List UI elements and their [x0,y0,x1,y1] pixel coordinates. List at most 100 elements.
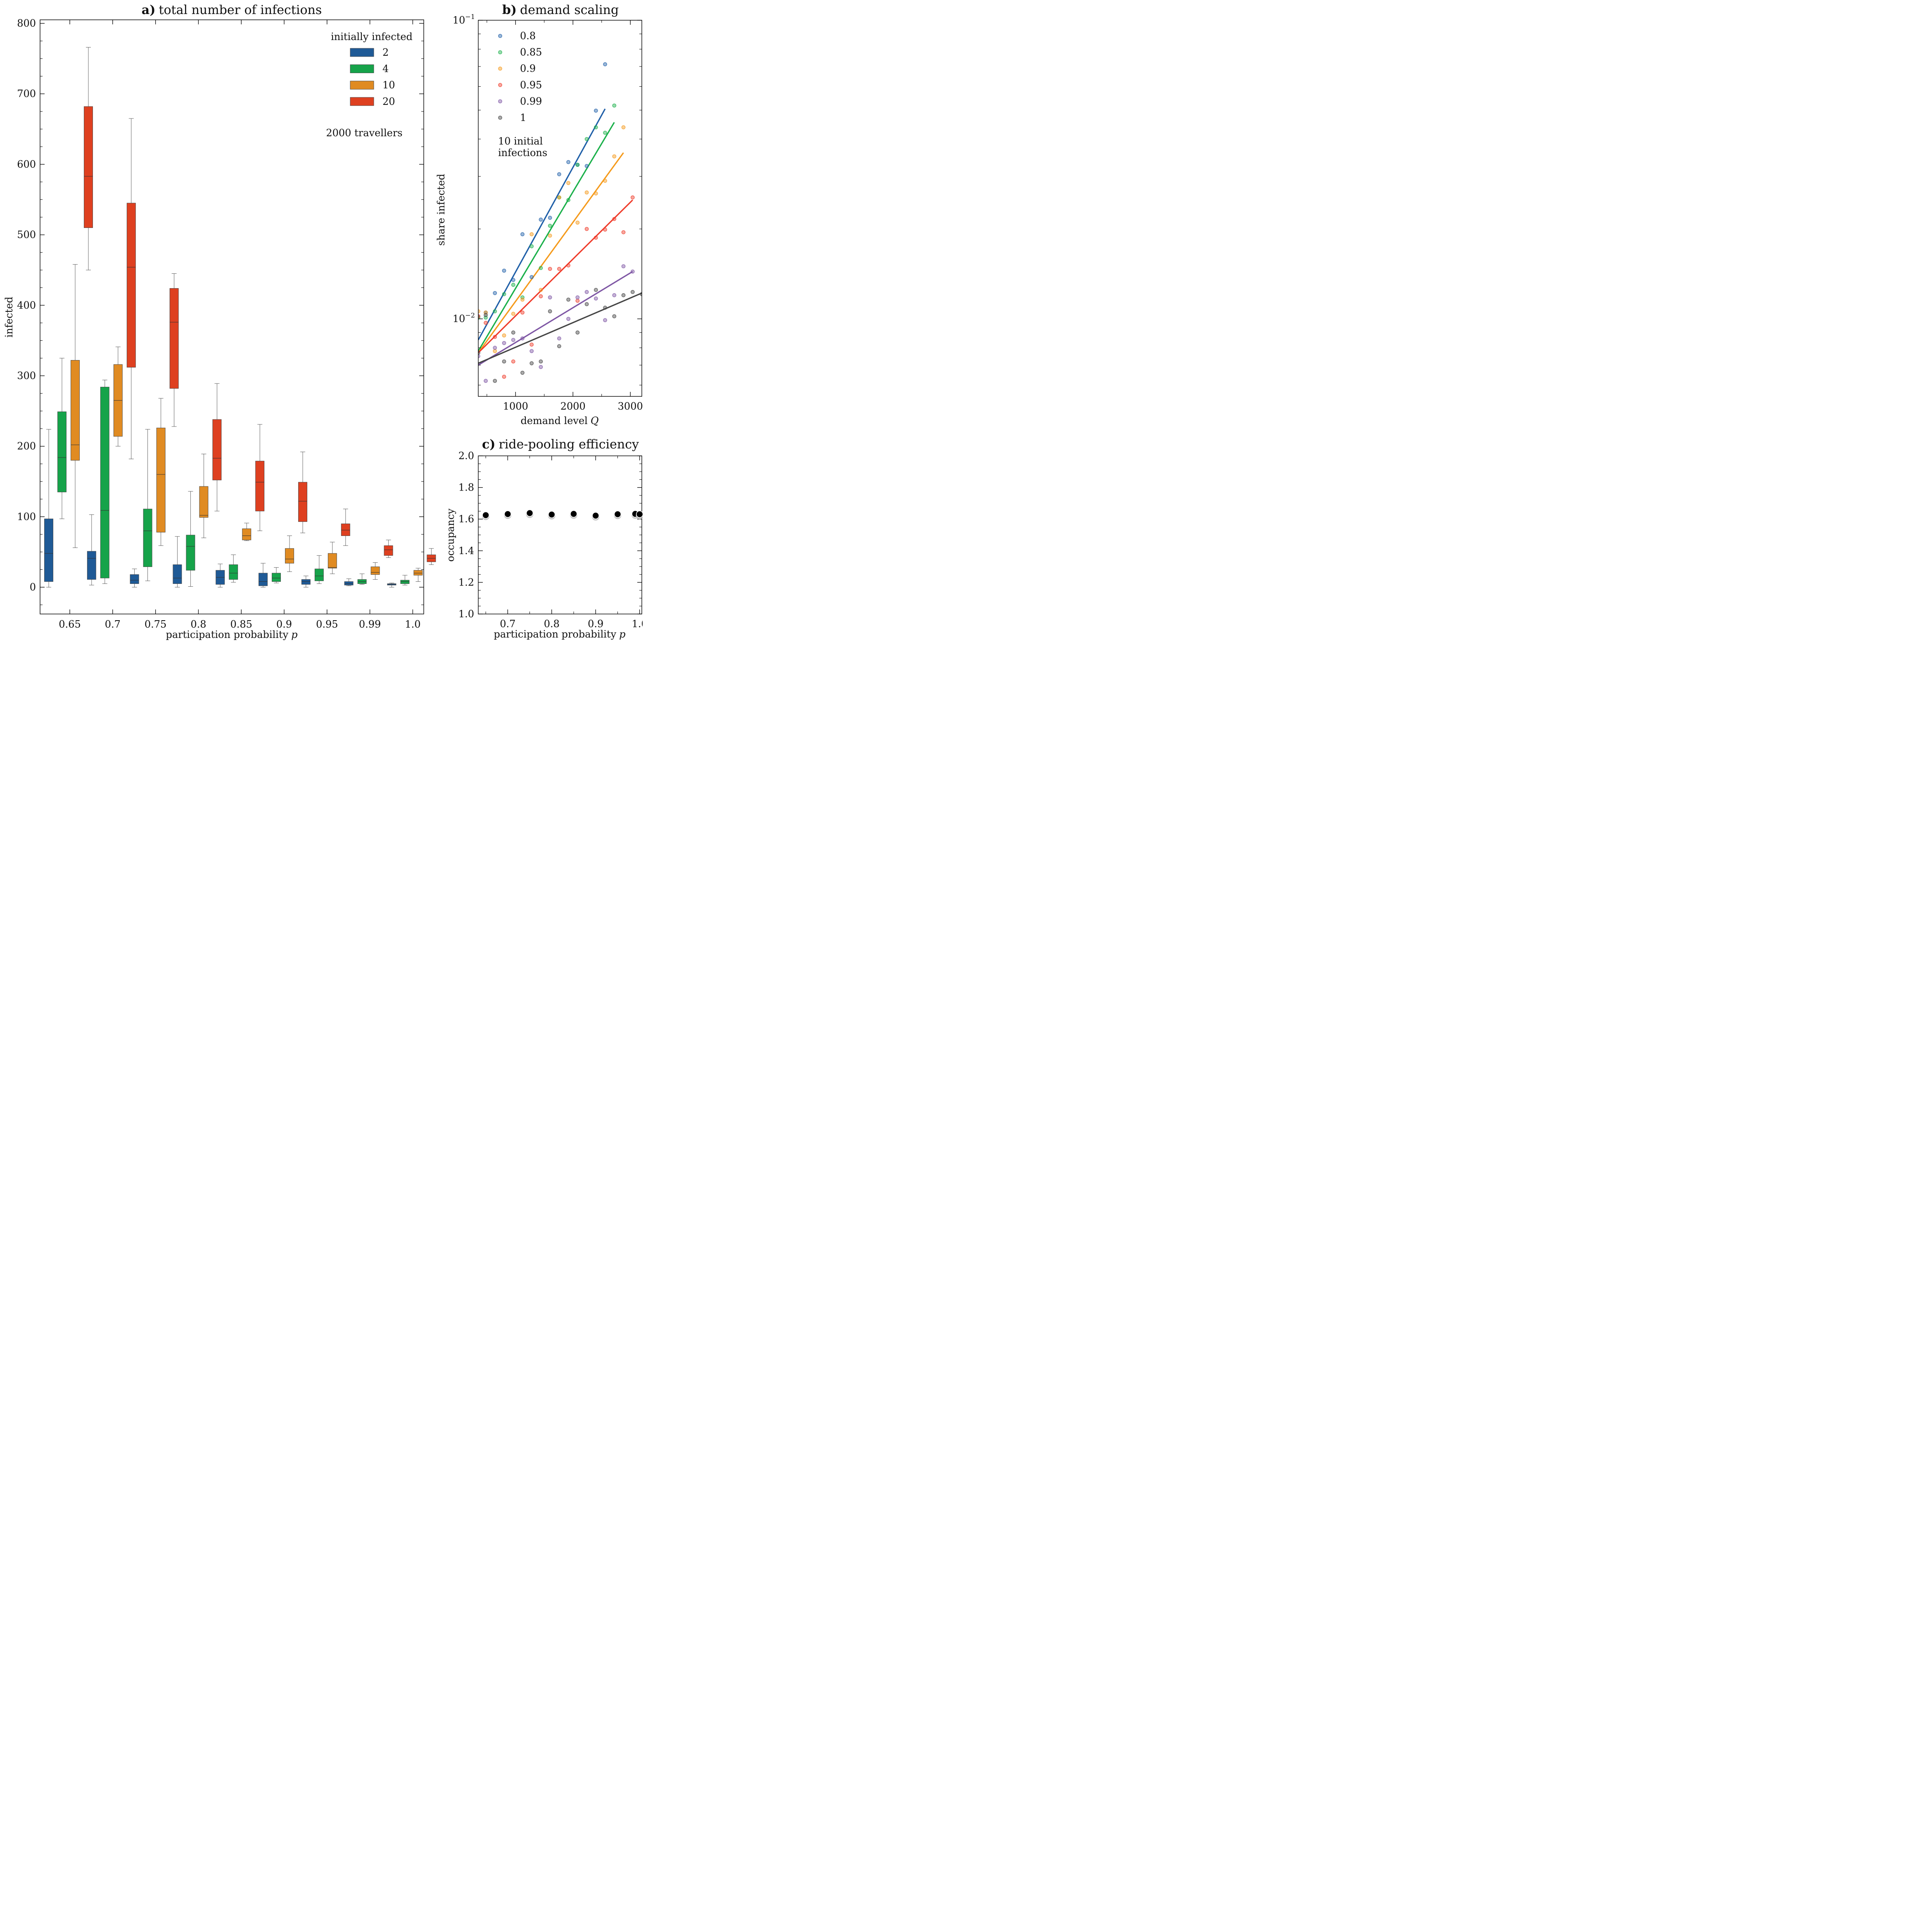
point-0-95 [511,359,515,364]
occupancy-point [526,509,534,517]
box-body [370,567,380,575]
legend-label-0-9: 0.9 [520,63,536,74]
y-tick-label: 1.8 [458,482,474,493]
y-tick-label: 100 [17,511,36,522]
x-tick-label: 3000 [618,401,643,412]
point-0-9 [612,154,617,159]
point-0-99 [593,296,598,301]
fit-line-0-9 [478,152,624,353]
panel-a-y-axis: 0 100 200 300 400 500 600 700 800 [17,18,424,605]
legend-swatch-2 [350,48,374,57]
occupancy-point [592,512,599,519]
panel-b-title: b) demand scaling [502,3,619,17]
x-tick-label: 0.95 [316,619,338,630]
box-body [384,545,393,556]
box-body [314,569,324,581]
point-0-8 [557,172,561,176]
point-0-95 [612,217,617,221]
box-body [344,581,354,586]
box-20-0-7 [126,118,136,459]
fit-line-0-8 [478,108,606,341]
point-0-8 [584,164,589,168]
point-0-99 [502,341,506,345]
point-1 [511,330,515,335]
box-10-0-8 [199,454,209,538]
point-0-95 [584,227,589,231]
panel-c-xlabel-var: p [619,628,625,640]
y-tick-label-base: 10 [453,14,465,26]
box-body [156,427,166,533]
box-20-0-95 [341,509,350,546]
panel-b-annotation-line-1: 10 initial [498,135,543,147]
point-0-95 [575,299,580,303]
x-tick-label: 0.65 [59,619,81,630]
point-0-85 [539,266,543,270]
box-20-0-65 [84,47,93,270]
panel-b-points [478,62,642,383]
point-0-95 [502,375,506,379]
box-body [259,573,268,586]
box-body [212,419,222,481]
legend-label-0-99: 0.99 [520,95,542,107]
box-20-0-85 [255,424,265,531]
legend-label-10: 10 [382,79,395,91]
point-0-95 [539,294,543,299]
point-0-8 [539,217,543,222]
box-body [328,553,337,569]
panel-a-ylabel: infected [3,297,15,338]
legend-label-1: 1 [520,112,526,123]
legend-swatch-10 [350,81,374,90]
point-1 [557,344,561,348]
panel-a-boxes [44,47,436,588]
point-1 [584,302,589,306]
point-1 [493,379,497,383]
legend-label-0-85: 0.85 [520,47,542,58]
y-tick-label: 500 [17,229,36,241]
legend-marker-0-9 [498,66,502,71]
box-2-1-0 [387,583,396,588]
point-0-85 [566,198,571,202]
y-tick-label-exp: −2 [465,311,475,319]
panel-b-xlabel: demand level Q [520,415,598,427]
box-4-0-7 [100,379,109,584]
legend-label-2: 2 [382,47,389,58]
x-tick-label: 0.7 [500,618,515,630]
box-2-0-7 [87,514,96,586]
box-body [242,529,252,540]
point-0-9 [539,288,543,292]
occupancy-point [614,510,622,518]
x-tick-label: 0.75 [145,619,166,630]
legend-marker-0-95 [498,83,502,87]
box-body [173,564,182,584]
panel-b-xlabel-text: demand level [520,415,587,427]
point-0-99 [539,365,543,369]
point-0-95 [529,342,534,347]
point-0-99 [621,264,626,268]
point-1 [520,370,525,375]
legend-label-0-95: 0.95 [520,79,542,91]
point-0-95 [520,310,525,315]
point-0-9 [575,220,580,225]
legend-marker-0-8 [498,34,502,38]
x-tick-label: 0.8 [544,618,560,630]
y-tick-label: 400 [17,299,36,311]
point-0-95 [493,335,497,339]
point-1 [548,309,552,313]
legend-swatch-4 [350,64,374,73]
box-10-0-7 [113,346,123,447]
panel-b-title-text: demand scaling [520,3,619,17]
point-0-9 [566,181,571,185]
panel-c-points [482,509,643,521]
panel-b-legend: 0.8 0.85 0.9 0.95 0.99 1 [498,30,542,123]
point-0-8 [593,109,598,113]
point-1 [566,297,571,302]
box-4-0-8 [186,491,195,587]
x-tick-label: 0.9 [276,619,292,630]
box-body [57,411,66,493]
point-0-99 [484,379,488,383]
point-0-8 [603,62,607,66]
fit-line-1 [478,292,642,364]
box-20-0-99 [384,540,393,558]
panel-a-x-axis: 0.65 0.7 0.75 0.8 0.85 0.9 0.95 0.99 1.0 [59,20,420,630]
